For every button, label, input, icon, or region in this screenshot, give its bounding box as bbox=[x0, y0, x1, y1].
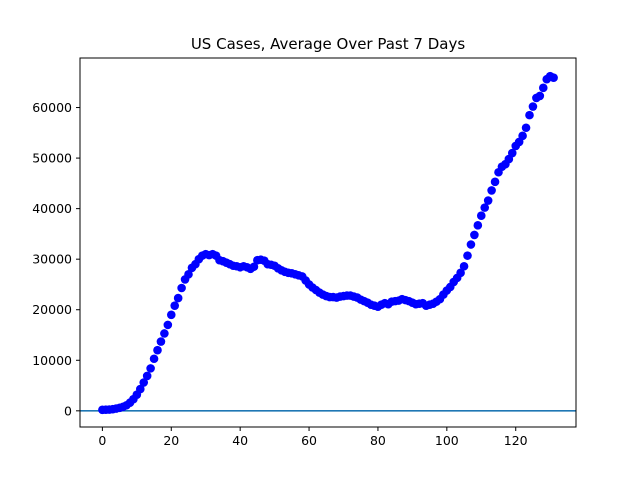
data-point bbox=[135, 384, 145, 394]
data-point bbox=[153, 345, 162, 355]
data-point bbox=[521, 123, 531, 133]
axes: 0 20 40 60 80 100 120 0 10000 20000 30000 40000 5000… bbox=[32, 57, 577, 448]
data-point bbox=[466, 240, 476, 249]
data-point bbox=[518, 131, 527, 141]
data-point bbox=[177, 283, 186, 293]
data-point bbox=[156, 337, 166, 346]
data-point bbox=[184, 270, 193, 279]
data-point bbox=[476, 211, 486, 221]
data-point bbox=[538, 83, 548, 93]
y-tick-label: 0 bbox=[64, 403, 72, 418]
data-point bbox=[473, 221, 483, 230]
data-point bbox=[456, 268, 465, 278]
x-tick-label: 40 bbox=[232, 433, 248, 448]
y-tick-label: 10000 bbox=[32, 353, 72, 368]
data-point bbox=[249, 262, 259, 272]
y-tick-label: 50000 bbox=[32, 151, 72, 166]
data-point bbox=[528, 102, 538, 111]
data-point bbox=[166, 310, 176, 320]
plot-frame bbox=[79, 57, 577, 428]
data-point bbox=[490, 177, 500, 187]
data-point bbox=[463, 251, 472, 260]
data-point bbox=[525, 110, 534, 120]
y-tick-label: 20000 bbox=[32, 302, 72, 317]
data-point bbox=[549, 73, 558, 83]
x-tick-label: 120 bbox=[504, 433, 528, 448]
y-tick-label: 30000 bbox=[32, 252, 72, 267]
data-points bbox=[98, 71, 558, 415]
data-point bbox=[470, 230, 479, 240]
data-point bbox=[487, 186, 496, 195]
data-point bbox=[483, 196, 493, 205]
y-tick-label: 40000 bbox=[32, 201, 72, 216]
data-point bbox=[146, 364, 155, 373]
data-point bbox=[163, 320, 173, 330]
x-tick-label: 100 bbox=[435, 433, 459, 448]
data-point bbox=[160, 329, 169, 338]
data-point bbox=[142, 371, 152, 381]
x-tick-label: 80 bbox=[370, 433, 386, 448]
x-tick-label: 20 bbox=[163, 433, 179, 448]
data-point bbox=[170, 301, 180, 310]
x-tick-label: 60 bbox=[301, 433, 317, 448]
chart-title: US Cases, Average Over Past 7 Days bbox=[191, 35, 465, 53]
data-point bbox=[459, 261, 469, 271]
data-point bbox=[507, 148, 517, 158]
data-point bbox=[480, 203, 490, 212]
x-tick-label: 0 bbox=[98, 433, 106, 448]
data-point bbox=[149, 354, 159, 364]
data-point bbox=[535, 91, 545, 101]
y-tick-label: 60000 bbox=[32, 100, 72, 115]
data-point bbox=[139, 378, 149, 387]
data-point bbox=[173, 293, 183, 303]
